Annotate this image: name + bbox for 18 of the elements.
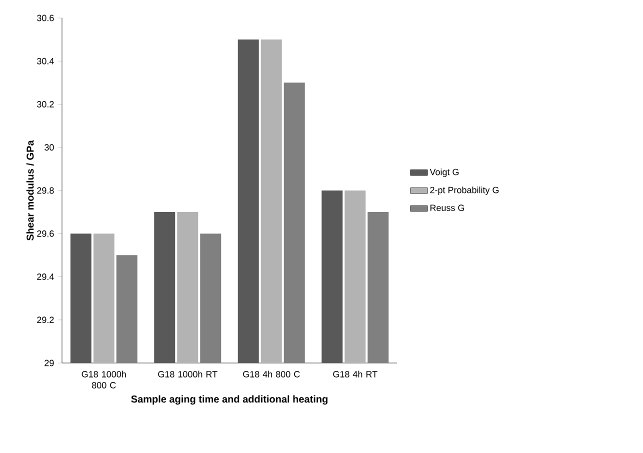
x-tick-label: G18 4h RT [333,370,378,378]
legend-label: Reuss G [430,204,464,212]
x-axis-title: Sample aging time and additional heating [131,395,328,405]
y-axis-title: Shear modulus / GPa [26,140,34,241]
y-tick-label: 30 [44,144,54,151]
y-tick-label: 30.4 [37,58,54,64]
y-tick-label: 29.8 [37,187,54,194]
y-tick-label: 29.2 [37,316,54,324]
y-tick-label: 29.4 [37,274,54,280]
legend-label: 2-pt Probability G [430,186,499,195]
x-tick-label: G18 4h 800 C [243,370,300,378]
x-tick-label: G18 1000h 800 C [82,370,126,388]
legend-label: Voigt G [430,168,459,177]
y-tick-label: 30.2 [37,101,54,108]
y-tick-label: 29.6 [37,230,54,237]
y-tick-label: 29 [44,360,54,366]
x-tick-label: G18 1000h RT [158,370,218,378]
y-tick-label: 30.6 [37,14,54,22]
